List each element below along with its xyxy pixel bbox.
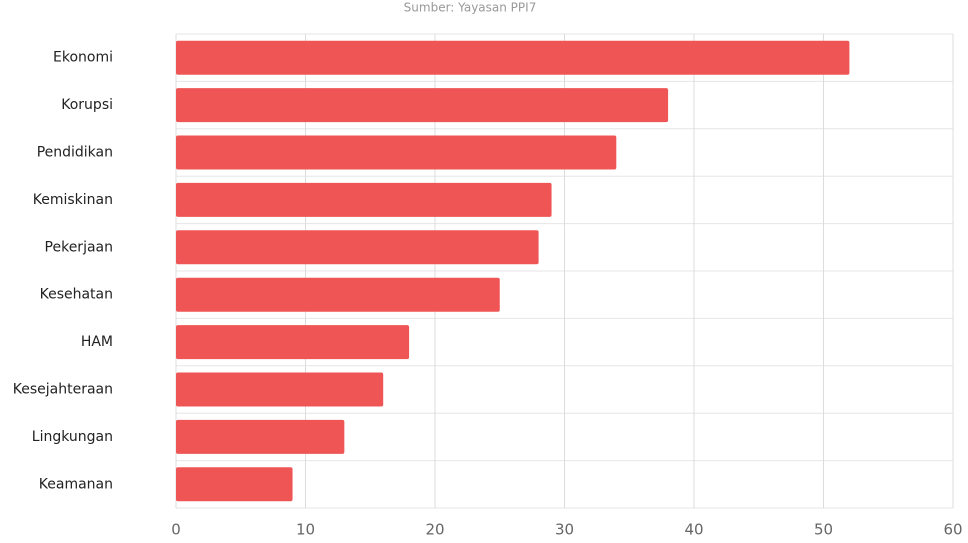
y-tick-label: Pendidikan bbox=[37, 145, 113, 161]
x-tick-label: 50 bbox=[814, 521, 833, 539]
x-tick-label: 60 bbox=[943, 521, 962, 539]
y-tick-label: Kesejahteraan bbox=[13, 382, 113, 398]
bar bbox=[176, 230, 539, 265]
x-tick-label: 30 bbox=[555, 521, 574, 539]
y-tick-label: Kemiskinan bbox=[33, 192, 113, 208]
x-tick-label: 20 bbox=[425, 521, 444, 539]
bar bbox=[176, 277, 500, 312]
y-tick-label: Kesehatan bbox=[40, 287, 113, 303]
y-tick-label: Lingkungan bbox=[32, 429, 113, 445]
bar bbox=[176, 88, 669, 123]
x-tick-label: 0 bbox=[171, 521, 181, 539]
y-tick-label: Keamanan bbox=[39, 476, 113, 492]
chart-subtitle: Sumber: Yayasan PPI7 bbox=[404, 1, 537, 15]
bar bbox=[176, 182, 552, 217]
bar bbox=[176, 135, 617, 170]
y-tick-label: HAM bbox=[81, 334, 113, 350]
x-tick-label: 10 bbox=[296, 521, 315, 539]
y-tick-label: Korupsi bbox=[61, 97, 113, 113]
y-tick-label: Pekerjaan bbox=[45, 239, 113, 255]
x-tick-label: 40 bbox=[684, 521, 703, 539]
bar bbox=[176, 419, 345, 454]
y-tick-label: Ekonomi bbox=[53, 50, 113, 66]
bar bbox=[176, 467, 293, 502]
bar bbox=[176, 325, 410, 360]
bar bbox=[176, 372, 384, 407]
bar bbox=[176, 40, 850, 75]
